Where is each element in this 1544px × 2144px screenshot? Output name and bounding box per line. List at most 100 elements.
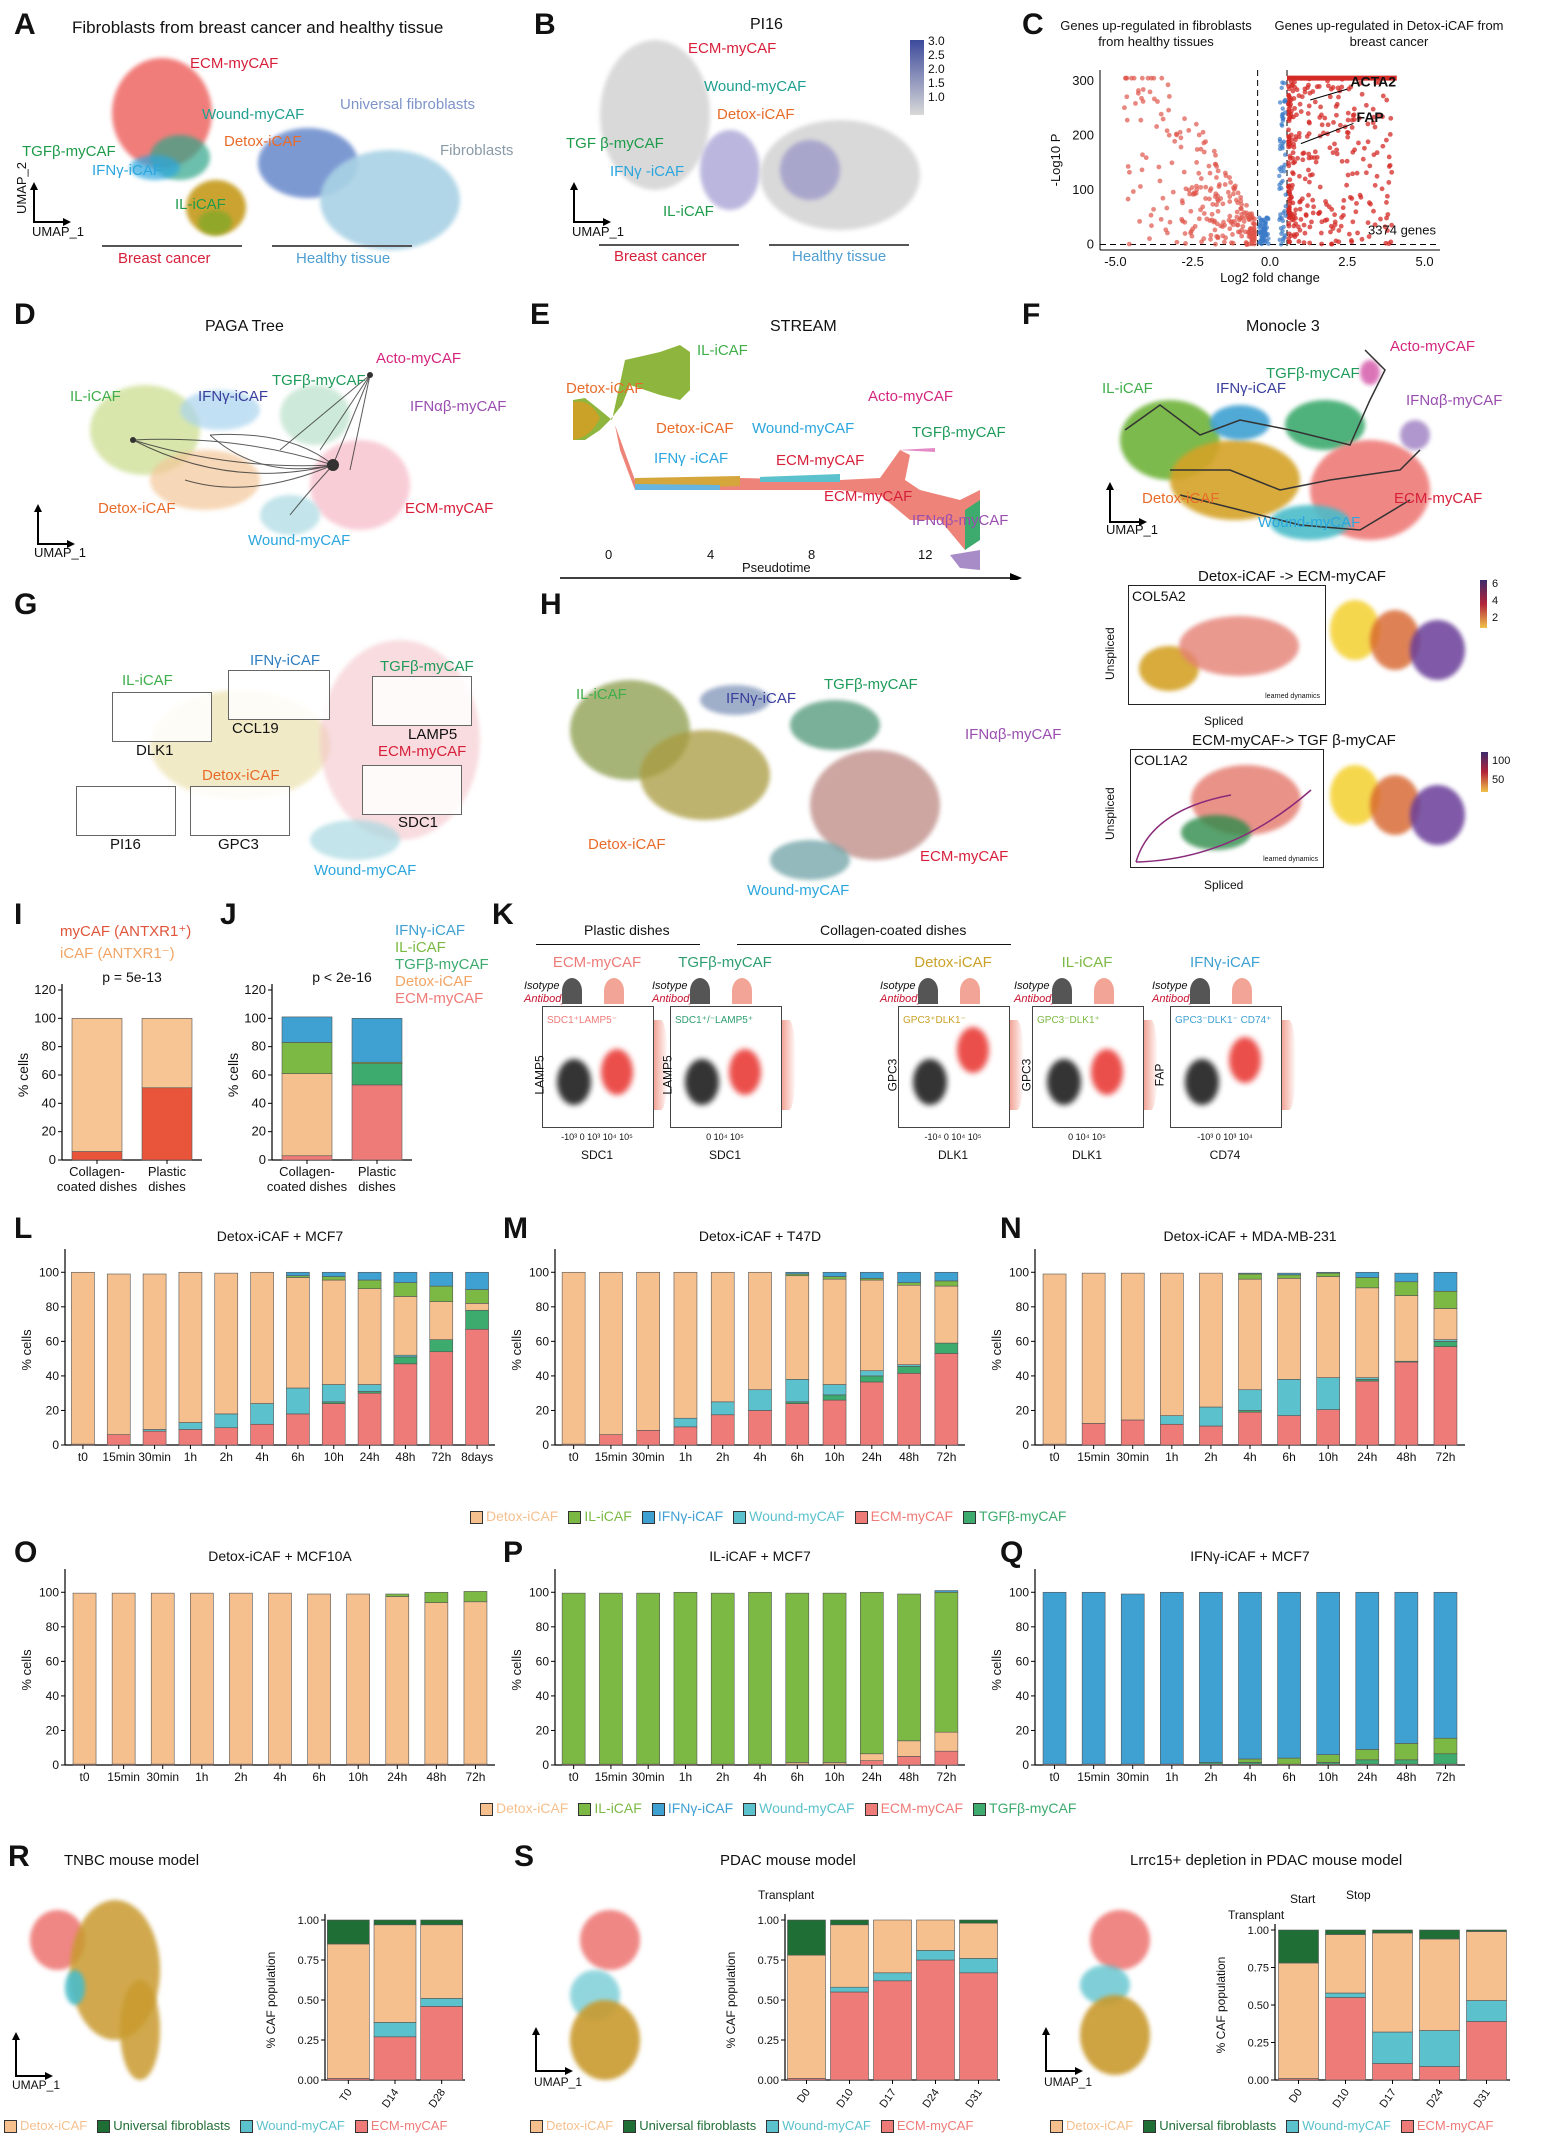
legend-item: Wound-myCAF xyxy=(733,1508,845,1524)
legend-item: ECM-myCAF xyxy=(864,1800,963,1816)
data-point xyxy=(1345,117,1351,123)
data-point xyxy=(1327,145,1333,151)
data-point xyxy=(1332,141,1337,147)
bar-segment xyxy=(1394,1591,1419,1744)
data-point xyxy=(1334,147,1340,153)
tick-label: 0.75 xyxy=(298,1955,319,1967)
bar-segment xyxy=(959,1972,998,2081)
data-point xyxy=(1227,199,1233,204)
bar-segment xyxy=(934,1285,959,1344)
bar-segment xyxy=(1277,1379,1301,1416)
bar-segment xyxy=(106,1434,131,1446)
x-tick-label: D24 xyxy=(1425,2087,1446,2110)
tick-label: 1.00 xyxy=(1248,1925,1269,1937)
legend-item: TGFβ-myCAF xyxy=(395,956,489,973)
cluster-label: TGFβ-myCAF xyxy=(1266,365,1360,382)
bar-segment xyxy=(1394,1759,1419,1765)
data-point xyxy=(1145,75,1151,81)
data-point xyxy=(1220,201,1226,207)
bar-chart-j: p < 2e-16 0 20 40 60 80 100 120 % cells Collagen-… xyxy=(225,969,412,1194)
bar-segment xyxy=(1160,1415,1184,1425)
velocity-umap: IL-iCAF IFNγ-iCAF TGFβ-myCAF IFNαβ-myCAF… xyxy=(540,600,1061,899)
data-point xyxy=(1258,221,1263,226)
bar-segment xyxy=(1355,1380,1380,1446)
data-point xyxy=(1290,88,1296,94)
data-point xyxy=(1289,83,1295,89)
data-point xyxy=(1212,218,1218,224)
data-point xyxy=(1179,216,1185,222)
bar-segment xyxy=(636,1271,660,1431)
data-point xyxy=(1243,214,1248,220)
data-point xyxy=(1122,105,1127,111)
bar-segment xyxy=(321,1384,346,1403)
flow-plot: Detox-iCAF Isotype Antibody GPC3⁺DLK1⁻ GP… xyxy=(880,950,1028,1190)
tick-label: 80 xyxy=(1016,1620,1030,1634)
legend-swatch xyxy=(240,2120,254,2134)
cluster-label: Fibroblasts xyxy=(440,142,514,159)
bar-segment xyxy=(465,1271,489,1290)
flow-plot: IL-iCAF Isotype Antibody GPC3⁻DLK1⁺ GPC3 … xyxy=(1014,950,1162,1190)
data-point xyxy=(1283,192,1288,197)
data-point xyxy=(1179,198,1185,203)
tick-label: 20 xyxy=(536,1723,550,1737)
cluster-label: IFNαβ-myCAF xyxy=(1406,392,1503,409)
bar-segment xyxy=(787,1954,826,2079)
data-point xyxy=(1328,229,1333,235)
legend-swatch xyxy=(480,1802,493,1816)
bar-segment xyxy=(190,1592,214,1765)
data-point xyxy=(1125,196,1131,202)
data-point xyxy=(1282,97,1288,103)
axis-label-y: Unspliced xyxy=(1103,627,1117,680)
axis-label-y: % cells xyxy=(19,1649,34,1691)
axis-label-y: -Log10 P xyxy=(1048,134,1063,187)
tick-label: 20 xyxy=(252,1124,266,1139)
x-tick-label: 30min xyxy=(632,1450,665,1464)
data-point xyxy=(1355,230,1360,236)
x-tick-label: D28 xyxy=(427,2087,448,2110)
umap-b: ECM-myCAF Wound-myCAF Detox-iCAF TGF β-m… xyxy=(520,30,1020,280)
bar-segment xyxy=(748,1389,772,1411)
bar-segment xyxy=(1433,1753,1458,1765)
axis-label-y: FAP xyxy=(1152,1063,1167,1087)
bar-segment xyxy=(111,1592,136,1765)
cluster-label: TGFβ-myCAF xyxy=(272,372,366,389)
bar-segment xyxy=(1433,1341,1458,1347)
data-point xyxy=(1280,106,1285,111)
bar-segment xyxy=(429,1301,454,1340)
panel-label-q: Q xyxy=(1000,1536,1024,1569)
data-point xyxy=(1356,140,1361,146)
x-tick-labels: -10³ 0 10³ 10⁴ xyxy=(1197,1132,1253,1142)
tick-label: 300 xyxy=(1072,73,1094,88)
data-point xyxy=(1314,84,1320,90)
bar-segment xyxy=(873,1972,912,1982)
tick-label: 120 xyxy=(244,982,266,997)
data-point xyxy=(1384,200,1389,205)
bar-segment xyxy=(429,1285,454,1302)
bar-segment xyxy=(393,1282,418,1297)
bar-segment xyxy=(1199,1272,1223,1408)
bar-segment xyxy=(897,1366,921,1374)
bar-segment xyxy=(429,1351,454,1446)
bar-segment xyxy=(463,1601,488,1765)
bar-segment xyxy=(1042,1591,1067,1765)
bar-segment xyxy=(1277,1757,1301,1765)
bar-segment xyxy=(351,1018,403,1063)
bar-segment xyxy=(785,1403,810,1446)
bar-segment xyxy=(1277,1415,1301,1446)
data-point xyxy=(1354,170,1360,176)
bar-segment xyxy=(636,1592,660,1765)
data-point xyxy=(1318,104,1323,110)
tick-label: 0 xyxy=(49,1152,56,1167)
bar-segment xyxy=(748,1271,772,1391)
latent-time-umap-2 xyxy=(1330,755,1470,865)
data-point xyxy=(1246,230,1252,236)
x-tick-label: 24h xyxy=(862,1770,882,1784)
bar-segment xyxy=(141,1018,193,1089)
data-point xyxy=(1218,223,1224,229)
bar-segment xyxy=(327,1919,370,1945)
data-point xyxy=(1228,180,1233,185)
volcano-plot: 0 100 200 300 -5.0 -2.5 0.0 2.5 5.0 Log2 fold cha… xyxy=(1048,70,1440,285)
phase-portrait-col5a2: COL5A2 learned dynamics xyxy=(1128,585,1326,705)
data-point xyxy=(1287,153,1293,159)
bar-chart-s2: 0.00 0.25 0.50 0.75 1.00 % CAF population D0 D1… xyxy=(1214,1924,1510,2110)
